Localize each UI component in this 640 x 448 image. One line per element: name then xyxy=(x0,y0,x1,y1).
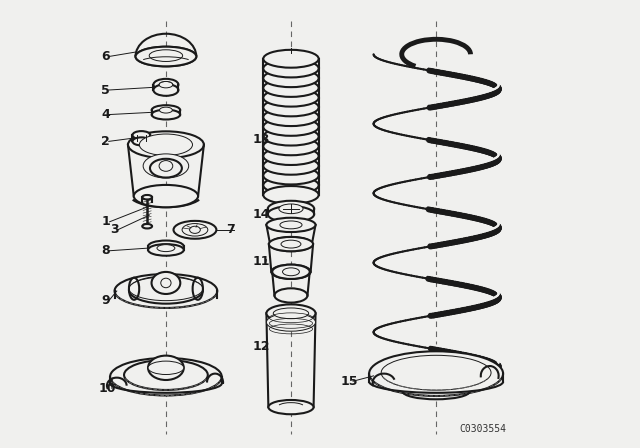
Ellipse shape xyxy=(173,221,216,239)
Ellipse shape xyxy=(115,274,217,308)
Ellipse shape xyxy=(266,218,316,232)
Ellipse shape xyxy=(263,186,319,204)
Ellipse shape xyxy=(263,157,319,175)
Ellipse shape xyxy=(129,277,203,301)
Ellipse shape xyxy=(271,265,310,279)
Ellipse shape xyxy=(152,105,180,115)
Ellipse shape xyxy=(132,138,150,146)
Ellipse shape xyxy=(263,50,319,68)
Text: 9: 9 xyxy=(101,294,110,307)
Ellipse shape xyxy=(263,118,319,136)
Ellipse shape xyxy=(275,289,307,302)
Text: 11: 11 xyxy=(253,255,271,268)
Ellipse shape xyxy=(182,224,208,236)
Ellipse shape xyxy=(268,400,314,414)
Ellipse shape xyxy=(282,268,300,276)
Ellipse shape xyxy=(134,185,198,207)
Text: 12: 12 xyxy=(253,340,271,353)
Ellipse shape xyxy=(263,177,319,194)
Ellipse shape xyxy=(132,131,150,139)
Ellipse shape xyxy=(148,361,184,375)
Ellipse shape xyxy=(263,69,319,87)
Ellipse shape xyxy=(128,131,204,158)
Text: 10: 10 xyxy=(99,382,116,395)
Ellipse shape xyxy=(281,240,301,248)
Text: 3: 3 xyxy=(110,223,118,236)
Ellipse shape xyxy=(263,60,319,78)
Ellipse shape xyxy=(263,167,319,185)
Ellipse shape xyxy=(143,154,189,178)
Ellipse shape xyxy=(263,79,319,97)
Ellipse shape xyxy=(279,204,303,214)
Text: 1: 1 xyxy=(102,215,111,228)
Text: 6: 6 xyxy=(101,50,110,63)
Ellipse shape xyxy=(266,313,316,331)
Ellipse shape xyxy=(129,276,203,304)
Ellipse shape xyxy=(157,245,175,252)
Ellipse shape xyxy=(263,138,319,155)
Ellipse shape xyxy=(110,358,221,396)
Text: 14: 14 xyxy=(253,208,271,221)
Ellipse shape xyxy=(272,265,310,279)
Ellipse shape xyxy=(140,134,193,155)
Ellipse shape xyxy=(150,159,182,177)
Ellipse shape xyxy=(263,108,319,126)
Ellipse shape xyxy=(369,351,503,396)
Ellipse shape xyxy=(280,221,302,229)
Ellipse shape xyxy=(159,107,172,113)
Ellipse shape xyxy=(263,99,319,116)
Ellipse shape xyxy=(270,237,312,251)
Text: 7: 7 xyxy=(226,223,235,236)
Ellipse shape xyxy=(159,160,173,171)
Ellipse shape xyxy=(124,360,208,390)
Ellipse shape xyxy=(268,206,314,222)
Text: 5: 5 xyxy=(101,83,110,96)
Text: 4: 4 xyxy=(101,108,110,121)
Ellipse shape xyxy=(136,47,196,66)
Ellipse shape xyxy=(269,237,313,251)
Ellipse shape xyxy=(273,308,308,319)
Ellipse shape xyxy=(148,356,184,380)
Ellipse shape xyxy=(148,244,184,256)
Ellipse shape xyxy=(268,201,314,217)
Ellipse shape xyxy=(263,128,319,146)
Ellipse shape xyxy=(136,47,196,66)
Text: 8: 8 xyxy=(101,244,110,257)
Ellipse shape xyxy=(263,147,319,165)
Text: 2: 2 xyxy=(101,135,110,148)
Ellipse shape xyxy=(148,241,184,252)
Ellipse shape xyxy=(161,278,171,288)
Ellipse shape xyxy=(189,226,200,233)
Text: 13: 13 xyxy=(253,133,270,146)
Ellipse shape xyxy=(152,110,180,120)
Ellipse shape xyxy=(142,224,152,228)
Text: C0303554: C0303554 xyxy=(460,424,506,434)
Ellipse shape xyxy=(159,82,173,88)
Ellipse shape xyxy=(152,272,180,294)
Ellipse shape xyxy=(154,84,179,96)
Text: 15: 15 xyxy=(340,375,358,388)
Ellipse shape xyxy=(154,79,179,90)
Ellipse shape xyxy=(142,195,152,199)
Ellipse shape xyxy=(149,50,182,61)
Ellipse shape xyxy=(381,355,491,390)
Ellipse shape xyxy=(266,304,316,322)
Ellipse shape xyxy=(263,89,319,107)
